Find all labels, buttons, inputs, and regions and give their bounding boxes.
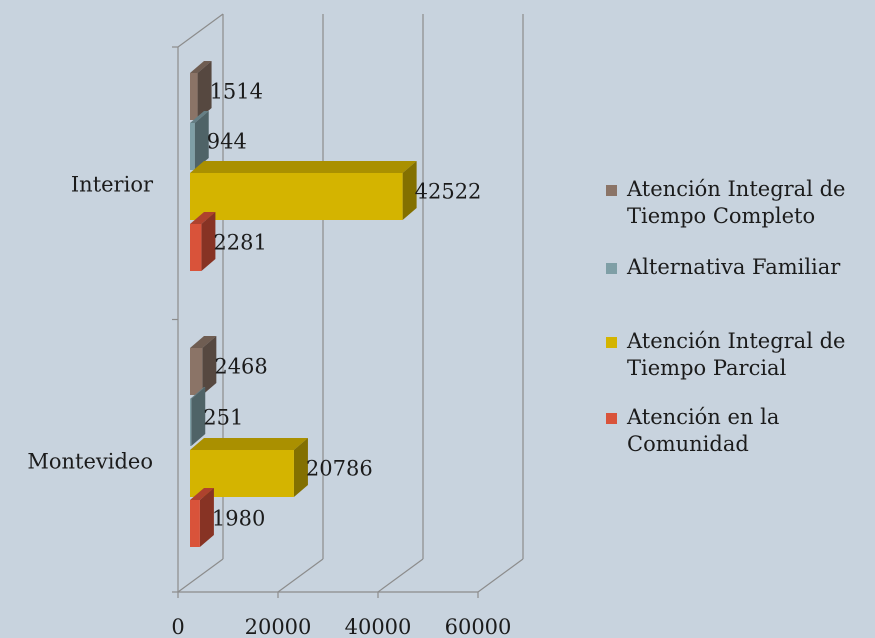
legend-label: Atención en la Comunidad <box>627 404 779 458</box>
floor-gridline <box>378 559 423 592</box>
side-wall-top <box>178 14 223 47</box>
bar <box>190 161 417 220</box>
bar-front-face <box>190 348 202 395</box>
bar-front-face <box>190 73 198 120</box>
x-tick-label: 20000 <box>245 615 312 638</box>
data-label: 20786 <box>306 457 373 481</box>
legend-swatch <box>606 413 617 424</box>
x-tick-label: 60000 <box>445 615 512 638</box>
bar <box>190 212 215 271</box>
data-label: 42522 <box>415 180 482 204</box>
bar-front-face <box>190 399 191 446</box>
legend-swatch <box>606 185 617 196</box>
legend-label: Alternativa Familiar <box>627 254 840 281</box>
legend-item-tiempo-parcial: Atención Integral de Tiempo Parcial <box>606 328 845 382</box>
floor-gridline <box>478 559 523 592</box>
legend-item-tiempo-completo: Atención Integral de Tiempo Completo <box>606 176 845 230</box>
legend-label: Atención Integral de Tiempo Parcial <box>627 328 845 382</box>
legend-swatch <box>606 263 617 274</box>
category-label: Interior <box>71 173 154 197</box>
data-label: 1514 <box>210 80 263 104</box>
bar-top-face <box>190 438 308 450</box>
data-label: 2468 <box>214 355 267 379</box>
x-tick-label: 40000 <box>345 615 412 638</box>
category-label: Montevideo <box>27 450 153 474</box>
x-tick-label: 0 <box>171 615 184 638</box>
legend-label: Atención Integral de Tiempo Completo <box>627 176 845 230</box>
floor-gridline <box>178 559 223 592</box>
legend-item-comunidad: Atención en la Comunidad <box>606 404 779 458</box>
bar-top-face <box>190 161 417 173</box>
data-label: 251 <box>203 406 243 430</box>
bar-front-face <box>190 224 201 271</box>
legend-item-alternativa-familiar: Alternativa Familiar <box>606 254 840 281</box>
legend-swatch <box>606 337 617 348</box>
bar-front-face <box>190 123 195 170</box>
bar-front-face <box>190 173 403 220</box>
bar <box>190 336 216 395</box>
floor-gridline <box>278 559 323 592</box>
data-label: 2281 <box>213 231 266 255</box>
data-label: 944 <box>207 130 247 154</box>
bar-front-face <box>190 500 200 547</box>
data-label: 1980 <box>212 507 265 531</box>
